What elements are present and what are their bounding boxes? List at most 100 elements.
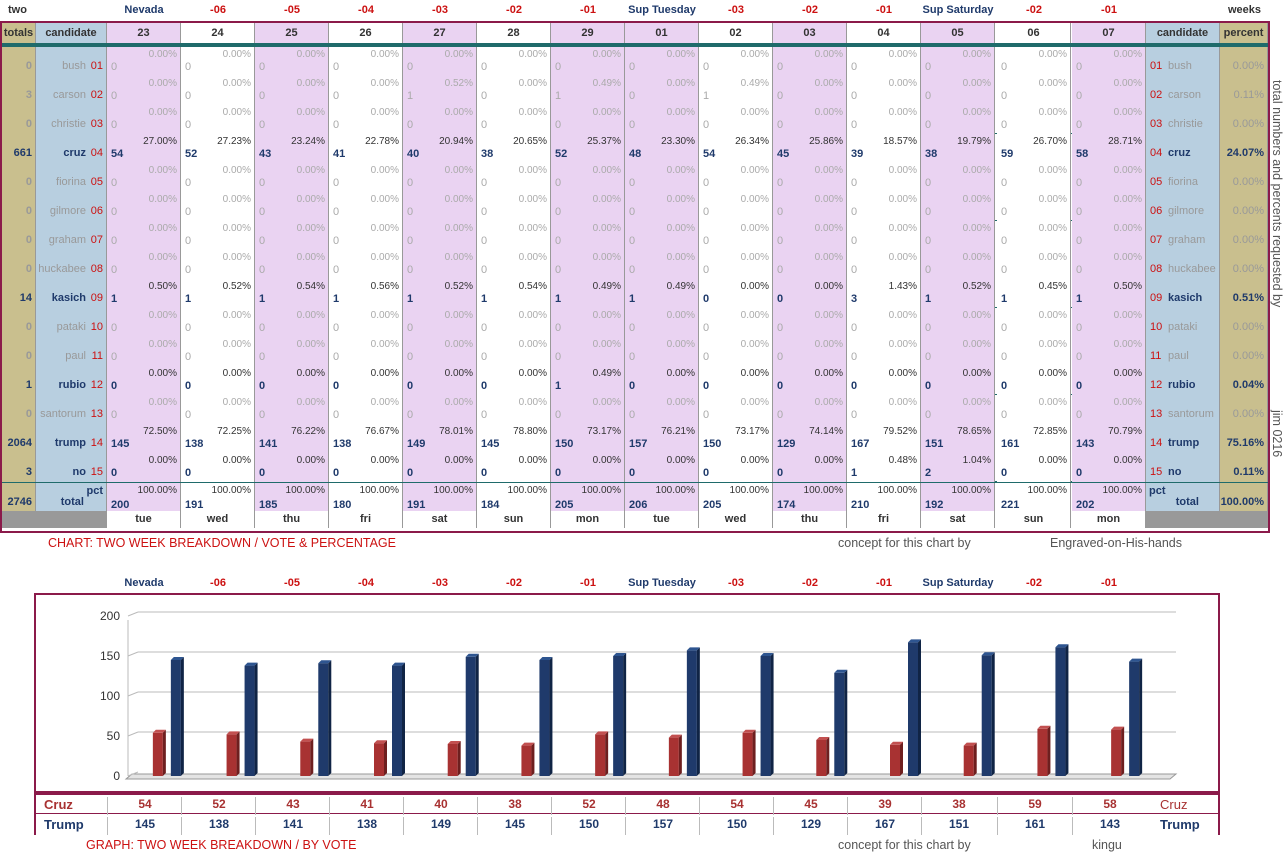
graph-top-label: -03 bbox=[728, 577, 744, 589]
candidate-name-cell: pataki 10 bbox=[36, 308, 107, 337]
vote-percent: 0.00% bbox=[1113, 397, 1142, 408]
vote-count: 0 bbox=[629, 322, 636, 334]
vote-cell: 0 0.00% bbox=[181, 366, 255, 395]
vote-count: 0 bbox=[1001, 90, 1008, 102]
candidate-name: pataki bbox=[56, 321, 86, 333]
vote-count: 0 bbox=[111, 61, 118, 73]
vote-cell: 0 0.00% bbox=[255, 250, 329, 279]
candidate-total-value: 2064 bbox=[7, 437, 32, 449]
vote-cell: 0 0.00% bbox=[181, 192, 255, 221]
vote-percent: 0.00% bbox=[148, 78, 177, 89]
vote-cell: 0 0.00% bbox=[329, 47, 403, 76]
vote-percent: 0.00% bbox=[814, 223, 843, 234]
candidate-number: 03 bbox=[90, 118, 103, 130]
y-tick-label: 0 bbox=[113, 769, 120, 783]
vote-count: 0 bbox=[259, 351, 266, 363]
vote-cell: 0 0.00% bbox=[625, 366, 699, 395]
candidate-name-cell-right: 09 kasich bbox=[1146, 279, 1220, 308]
vote-percent: 0.00% bbox=[370, 455, 399, 466]
vote-cell: 0 0.00% bbox=[625, 308, 699, 337]
vote-count: 0 bbox=[1076, 351, 1083, 363]
vote-cell: 41 22.78% bbox=[329, 134, 403, 163]
vote-count: 0 bbox=[777, 322, 784, 334]
vote-count: 0 bbox=[703, 206, 710, 218]
candidate-total: 0 bbox=[2, 192, 36, 221]
candidate-total: 0 bbox=[2, 250, 36, 279]
vote-cell: 0 0.00% bbox=[477, 221, 551, 250]
candidate-number: 05 bbox=[90, 176, 103, 188]
vote-count: 0 bbox=[629, 467, 636, 479]
bar-cruz-top bbox=[300, 738, 314, 742]
series-value: 45 bbox=[773, 797, 848, 815]
candidate-row: 2064 trump 14 145 72.50% 138 72.25% 141 76.22% 13… bbox=[2, 424, 1268, 453]
candidate-percent: 24.07% bbox=[1220, 134, 1268, 163]
total-cell: 206 100.00% bbox=[625, 483, 699, 512]
series-value: 145 bbox=[477, 817, 552, 835]
vote-percent: 0.00% bbox=[666, 107, 695, 118]
vote-cell: 1 0.52% bbox=[921, 279, 995, 308]
candidate-name-cell-right: 15 no bbox=[1146, 453, 1220, 482]
vote-cell: 58 28.71% bbox=[1072, 134, 1146, 163]
vote-cell: 0 0.00% bbox=[403, 308, 477, 337]
bar-cruz-side bbox=[678, 734, 682, 776]
vote-percent: 19.79% bbox=[957, 136, 991, 147]
day-label: sat bbox=[403, 511, 477, 528]
candidate-name: bush bbox=[1168, 60, 1192, 72]
candidate-name: christie bbox=[1168, 118, 1203, 130]
vote-percent: 0.00% bbox=[888, 78, 917, 89]
vote-percent: 18.57% bbox=[883, 136, 917, 147]
bar-cruz-side bbox=[605, 731, 609, 776]
total-label-cell: pct total bbox=[36, 483, 107, 512]
vote-cell: 0 0.00% bbox=[329, 250, 403, 279]
vote-count: 0 bbox=[703, 119, 710, 131]
candidate-total-value: 0 bbox=[25, 408, 32, 420]
bar-trump bbox=[686, 650, 697, 776]
graph-top-label: Nevada bbox=[124, 577, 164, 589]
total-cell: 191 100.00% bbox=[181, 483, 255, 512]
vote-cell: 0 0.00% bbox=[625, 337, 699, 366]
series-value: 150 bbox=[551, 817, 626, 835]
totals-row: 2746 pct total 200 100.00% 191 100.00% 185 100.0… bbox=[2, 482, 1268, 512]
bar-trump-top bbox=[539, 657, 553, 660]
vote-count: 0 bbox=[925, 177, 932, 189]
vote-percent: 0.00% bbox=[222, 252, 251, 263]
vote-percent: 0.00% bbox=[148, 223, 177, 234]
vote-percent: 0.00% bbox=[1038, 339, 1067, 350]
series-value: 48 bbox=[625, 797, 700, 815]
candidate-total: 0 bbox=[2, 105, 36, 134]
vote-count: 0 bbox=[333, 206, 340, 218]
vote-percent: 0.00% bbox=[518, 165, 547, 176]
candidate-number: 11 bbox=[91, 350, 103, 362]
vote-percent: 0.00% bbox=[592, 310, 621, 321]
vote-cell: 0 0.00% bbox=[107, 47, 181, 76]
vote-cell: 40 20.94% bbox=[403, 134, 477, 163]
vote-count: 0 bbox=[111, 467, 118, 479]
candidate-total: 0 bbox=[2, 47, 36, 76]
vote-count: 0 bbox=[185, 119, 192, 131]
vote-count: 0 bbox=[111, 177, 118, 189]
bar-trump-top bbox=[244, 662, 258, 666]
candidate-percent: 0.00% bbox=[1220, 337, 1268, 366]
candidate-total: 661 bbox=[2, 134, 36, 163]
vote-cell: 0 0.00% bbox=[403, 105, 477, 134]
vote-cell: 0 0.00% bbox=[551, 250, 625, 279]
vote-cell: 0 0.00% bbox=[255, 192, 329, 221]
bar-cruz bbox=[890, 744, 900, 776]
vote-count: 0 bbox=[333, 467, 340, 479]
bar-trump-top bbox=[686, 647, 700, 651]
vote-cell: 0 0.00% bbox=[1072, 308, 1146, 337]
vote-count: 0 bbox=[407, 61, 414, 73]
graph-top-label: -04 bbox=[358, 577, 374, 589]
vote-count: 0 bbox=[481, 380, 488, 392]
vote-percent: 0.00% bbox=[1113, 223, 1142, 234]
vote-cell: 0 0.00% bbox=[699, 453, 773, 482]
day-label: thu bbox=[773, 511, 847, 528]
vote-cell: 0 0.00% bbox=[329, 105, 403, 134]
vote-percent: 0.00% bbox=[592, 194, 621, 205]
vote-count: 150 bbox=[703, 438, 722, 450]
vote-cell: 0 0.00% bbox=[1072, 395, 1146, 424]
vote-count: 0 bbox=[259, 264, 266, 276]
vote-cell: 0 0.00% bbox=[477, 250, 551, 279]
vote-cell: 0 0.00% bbox=[329, 337, 403, 366]
series-value: 129 bbox=[773, 817, 848, 835]
